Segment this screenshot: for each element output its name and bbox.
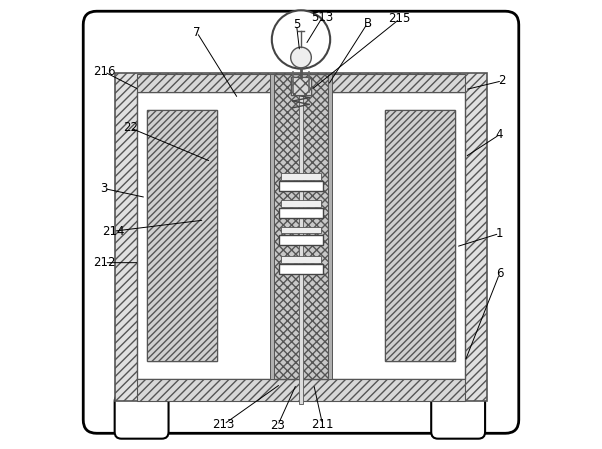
Text: 6: 6: [495, 268, 503, 280]
Text: 211: 211: [311, 418, 334, 431]
Circle shape: [291, 47, 311, 68]
Bar: [270, 74, 274, 379]
Bar: [279, 181, 323, 191]
Text: 216: 216: [93, 66, 116, 78]
Bar: [137, 74, 465, 92]
Text: 1: 1: [495, 227, 503, 240]
Bar: [281, 227, 321, 233]
Text: 215: 215: [389, 13, 411, 25]
Bar: [281, 256, 321, 263]
Text: B: B: [364, 17, 371, 30]
Text: 513: 513: [311, 11, 334, 23]
Bar: [279, 235, 323, 245]
Bar: [299, 81, 303, 404]
FancyBboxPatch shape: [83, 11, 519, 433]
Bar: [291, 77, 311, 95]
Bar: [137, 92, 465, 379]
Bar: [147, 110, 217, 361]
Text: 214: 214: [102, 225, 125, 238]
Bar: [328, 74, 332, 379]
Text: 4: 4: [495, 128, 503, 141]
FancyBboxPatch shape: [114, 395, 169, 439]
Text: 212: 212: [93, 256, 116, 269]
Bar: [114, 73, 488, 401]
Text: 22: 22: [123, 122, 138, 134]
Text: 5: 5: [293, 18, 300, 31]
Bar: [281, 200, 321, 207]
Circle shape: [272, 10, 330, 69]
FancyBboxPatch shape: [431, 395, 485, 439]
Bar: [137, 379, 465, 401]
Bar: [147, 110, 217, 361]
Text: 2: 2: [498, 75, 506, 87]
Text: 213: 213: [213, 418, 235, 431]
Bar: [385, 110, 455, 361]
Bar: [291, 77, 311, 95]
Text: 7: 7: [193, 26, 200, 39]
Bar: [281, 173, 321, 180]
Bar: [385, 110, 455, 361]
Text: 3: 3: [101, 182, 108, 195]
Bar: [279, 208, 323, 218]
Bar: [279, 264, 323, 274]
Bar: [273, 74, 329, 379]
Text: 23: 23: [270, 419, 285, 432]
